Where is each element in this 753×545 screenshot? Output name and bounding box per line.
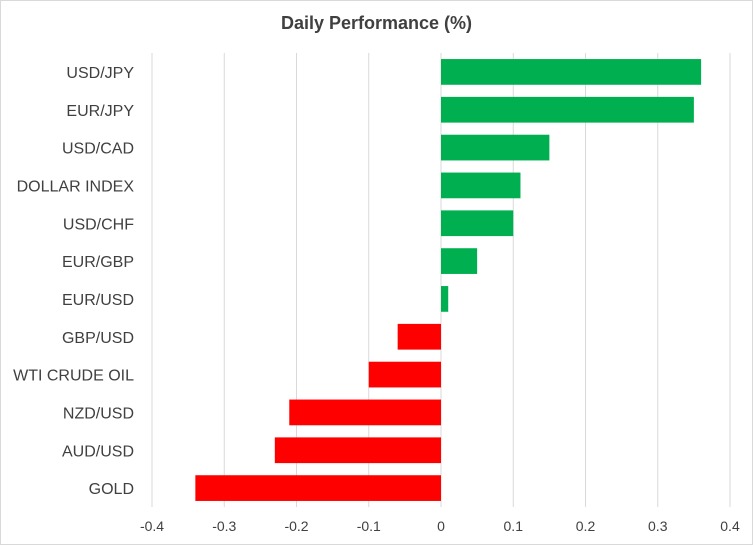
bar-eur-jpy xyxy=(441,96,694,123)
category-label-usd-chf: USD/CHF xyxy=(63,216,134,233)
bar-eur-usd xyxy=(441,286,449,312)
x-tick-label-8: 0.4 xyxy=(720,518,740,534)
category-label-eur-gbp: EUR/GBP xyxy=(62,254,134,271)
category-label-usd-jpy: USD/JPY xyxy=(66,65,134,82)
bar-gold xyxy=(195,475,441,501)
bar-dollar-index xyxy=(441,172,521,199)
bar-wti-crude-oil xyxy=(368,361,441,388)
category-label-dollar-index: DOLLAR INDEX xyxy=(17,178,135,195)
chart-title: Daily Performance (%) xyxy=(280,13,473,33)
x-tick-label-0: -0.4 xyxy=(140,518,164,534)
category-label-nzd-usd: NZD/USD xyxy=(63,405,134,422)
x-tick-label-7: 0.3 xyxy=(648,518,668,534)
x-tick-label-2: -0.2 xyxy=(284,518,308,534)
x-tick-label-1: -0.3 xyxy=(212,518,236,534)
bar-nzd-usd xyxy=(289,399,441,426)
bar-gbp-usd xyxy=(397,323,441,350)
category-label-gbp-usd: GBP/USD xyxy=(62,330,134,347)
category-label-gold: GOLD xyxy=(89,481,134,498)
category-label-eur-usd: EUR/USD xyxy=(62,292,134,309)
x-tick-label-6: 0.2 xyxy=(576,518,596,534)
bar-usd-chf xyxy=(441,210,514,237)
bar-usd-jpy xyxy=(441,59,702,85)
x-tick-label-4: 0 xyxy=(437,518,445,534)
x-tick-label-3: -0.1 xyxy=(357,518,381,534)
x-tick-label-5: 0.1 xyxy=(504,518,524,534)
bar-aud-usd xyxy=(274,437,441,464)
bar-usd-cad xyxy=(441,134,550,161)
category-label-eur-jpy: EUR/JPY xyxy=(66,103,134,120)
category-label-wti-crude-oil: WTI CRUDE OIL xyxy=(13,368,134,385)
category-label-aud-usd: AUD/USD xyxy=(62,443,134,460)
bar-eur-gbp xyxy=(441,248,478,274)
category-label-usd-cad: USD/CAD xyxy=(62,141,134,158)
